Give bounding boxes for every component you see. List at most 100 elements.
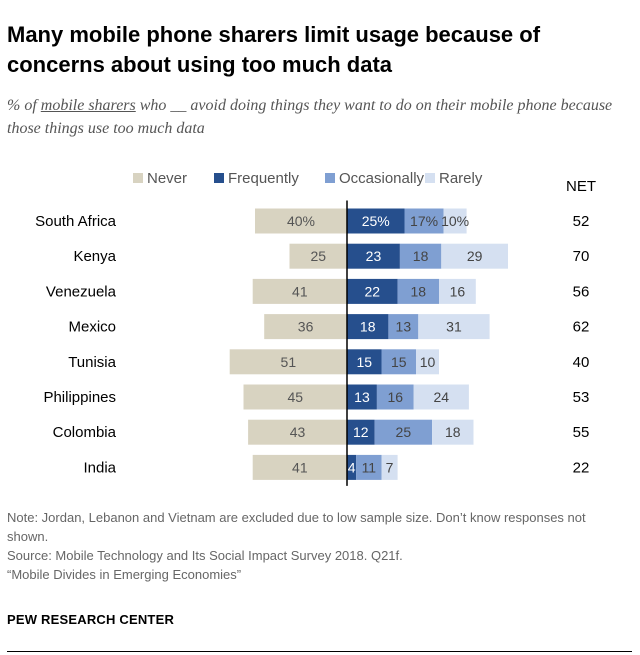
bar-never-mexico	[264, 314, 347, 340]
label-rarely-colombia: 18	[445, 424, 461, 440]
label-rarely-tunisia: 10	[420, 354, 436, 370]
label-frequently-south-africa: 25%	[362, 213, 390, 229]
source-text: Source: Mobile Technology and Its Social…	[7, 548, 403, 563]
bar-occasionally-venezuela	[397, 278, 439, 304]
label-rarely-philippines: 24	[434, 389, 450, 405]
bar-never-venezuela	[252, 278, 347, 304]
report-text: “Mobile Divides in Emerging Economies”	[7, 567, 242, 582]
bar-occasionally-india	[356, 454, 382, 480]
bar-rarely-venezuela	[439, 278, 476, 304]
label-never-south-africa: 40%	[287, 213, 315, 229]
org-logo: PEW RESEARCH CENTER	[7, 612, 175, 627]
net-value-venezuela: 56	[573, 283, 590, 300]
label-frequently-india: 4	[348, 459, 356, 475]
label-rarely-india: 7	[386, 459, 394, 475]
label-occasionally-tunisia: 15	[391, 354, 407, 370]
subtitle-suffix: who __ avoid doing things they want to d…	[7, 97, 613, 137]
row-label-venezuela: Venezuela	[46, 283, 117, 300]
label-occasionally-mexico: 13	[396, 319, 412, 335]
bar-frequently-colombia	[347, 419, 375, 445]
legend-swatch-rarely	[425, 173, 435, 183]
label-occasionally-kenya: 18	[413, 248, 429, 264]
bar-frequently-south-africa	[347, 208, 405, 234]
bar-frequently-kenya	[347, 243, 400, 269]
chart-title: Many mobile phone sharers limit usage be…	[7, 22, 541, 77]
bar-frequently-philippines	[347, 384, 377, 410]
net-value-mexico: 62	[573, 319, 590, 336]
label-frequently-kenya: 23	[366, 248, 382, 264]
bar-occasionally-tunisia	[381, 349, 416, 375]
subtitle-prefix: % of	[7, 97, 41, 114]
bar-rarely-south-africa	[443, 208, 467, 234]
bar-rarely-kenya	[441, 243, 508, 269]
bar-never-kenya	[289, 243, 347, 269]
bar-rarely-tunisia	[416, 349, 439, 375]
label-frequently-colombia: 12	[353, 424, 369, 440]
label-occasionally-philippines: 16	[388, 389, 404, 405]
diverging-bar-chart: Never Frequently Occasionally Rarely NET Sout…	[35, 170, 596, 486]
net-value-south-africa: 52	[573, 213, 590, 230]
bar-rarely-india	[381, 454, 398, 480]
net-value-kenya: 70	[573, 248, 590, 265]
legend-label-rarely: Rarely	[439, 170, 483, 187]
row-label-south-africa: South Africa	[35, 213, 117, 230]
row-label-kenya: Kenya	[73, 248, 116, 265]
label-never-colombia: 43	[290, 424, 306, 440]
label-never-india: 41	[292, 459, 308, 475]
bar-rarely-colombia	[432, 419, 474, 445]
row-label-mexico: Mexico	[68, 319, 116, 336]
label-rarely-venezuela: 16	[450, 283, 466, 299]
label-never-venezuela: 41	[292, 283, 308, 299]
legend-label-never: Never	[147, 170, 187, 187]
label-occasionally-colombia: 25	[396, 424, 412, 440]
legend-swatch-frequently	[214, 173, 224, 183]
row-label-tunisia: Tunisia	[68, 354, 116, 371]
bar-rarely-mexico	[418, 314, 490, 340]
bar-never-colombia	[248, 419, 347, 445]
subtitle-underlined: mobile sharers	[40, 97, 136, 114]
net-header: NET	[566, 178, 596, 195]
legend-label-frequently: Frequently	[228, 170, 299, 187]
bar-occasionally-philippines	[376, 384, 414, 410]
legend-swatch-occasionally	[325, 173, 335, 183]
bar-frequently-tunisia	[347, 349, 382, 375]
bar-occasionally-mexico	[388, 314, 419, 340]
label-rarely-mexico: 31	[446, 319, 462, 335]
label-frequently-mexico: 18	[360, 319, 376, 335]
label-rarely-kenya: 29	[467, 248, 483, 264]
row-label-colombia: Colombia	[53, 424, 117, 441]
net-value-india: 22	[573, 459, 590, 476]
bar-occasionally-kenya	[399, 243, 442, 269]
bar-rarely-philippines	[413, 384, 469, 410]
row-label-india: India	[83, 459, 116, 476]
bar-never-south-africa	[255, 208, 347, 234]
label-frequently-tunisia: 15	[356, 354, 372, 370]
chart-subtitle: % of mobile sharers who __ avoid doing t…	[7, 94, 632, 140]
label-never-kenya: 25	[310, 248, 326, 264]
label-frequently-philippines: 13	[354, 389, 370, 405]
bottom-rule	[7, 651, 632, 652]
label-occasionally-india: 11	[362, 459, 377, 475]
label-occasionally-south-africa: 17%	[410, 213, 438, 229]
bar-never-philippines	[243, 384, 347, 410]
note-text: Note: Jordan, Lebanon and Vietnam are ex…	[7, 510, 586, 544]
footnotes: Note: Jordan, Lebanon and Vietnam are ex…	[7, 508, 627, 584]
row-label-philippines: Philippines	[43, 389, 116, 406]
label-frequently-venezuela: 22	[365, 283, 381, 299]
label-never-tunisia: 51	[281, 354, 297, 370]
bar-frequently-mexico	[347, 314, 389, 340]
net-value-tunisia: 40	[573, 354, 590, 371]
label-rarely-south-africa: 10%	[441, 213, 469, 229]
legend-swatch-never	[133, 173, 143, 183]
label-never-mexico: 36	[298, 319, 314, 335]
legend-label-occasionally: Occasionally	[339, 170, 425, 187]
bar-frequently-venezuela	[347, 278, 398, 304]
label-never-philippines: 45	[287, 389, 303, 405]
net-value-philippines: 53	[573, 389, 590, 406]
bar-occasionally-south-africa	[404, 208, 444, 234]
bar-occasionally-colombia	[374, 419, 433, 445]
net-value-colombia: 55	[573, 424, 590, 441]
bar-never-india	[252, 454, 347, 480]
bar-never-tunisia	[229, 349, 347, 375]
bar-frequently-india	[347, 454, 357, 480]
